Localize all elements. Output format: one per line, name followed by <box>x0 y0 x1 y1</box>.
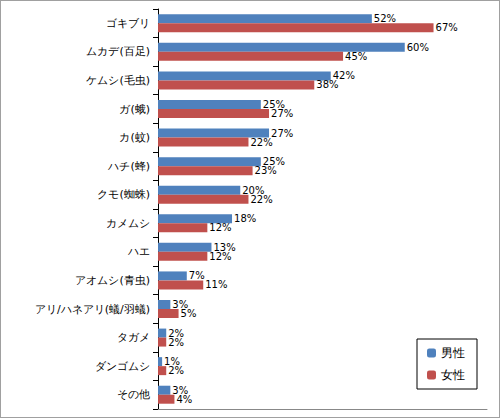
svg-text:23%: 23% <box>255 165 277 176</box>
svg-text:11%: 11% <box>205 279 227 290</box>
svg-text:クモ(蜘蛛): クモ(蜘蛛) <box>97 188 150 201</box>
svg-text:3%: 3% <box>172 384 189 396</box>
svg-text:ハエ: ハエ <box>127 245 150 258</box>
svg-text:12%: 12% <box>209 251 231 262</box>
svg-text:3%: 3% <box>172 299 189 310</box>
svg-text:45%: 45% <box>345 51 367 62</box>
svg-text:アリ/ハネアリ(蟻/羽蟻): アリ/ハネアリ(蟻/羽蟻) <box>35 303 150 316</box>
svg-text:25%: 25% <box>262 99 285 110</box>
svg-text:22%: 22% <box>250 137 272 148</box>
svg-text:2%: 2% <box>168 327 185 339</box>
svg-text:18%: 18% <box>234 213 256 224</box>
svg-text:67%: 67% <box>436 22 458 33</box>
svg-text:60%: 60% <box>407 42 429 53</box>
svg-text:38%: 38% <box>316 79 338 90</box>
svg-text:20%: 20% <box>242 184 265 196</box>
svg-text:27%: 27% <box>271 128 293 139</box>
svg-text:その他: その他 <box>117 388 150 401</box>
svg-text:ゴキブリ: ゴキブリ <box>106 17 150 30</box>
svg-text:1%: 1% <box>164 356 180 368</box>
svg-text:ケムシ(毛虫): ケムシ(毛虫) <box>86 74 150 87</box>
svg-text:27%: 27% <box>271 108 293 119</box>
svg-text:42%: 42% <box>332 70 355 82</box>
svg-text:7%: 7% <box>189 270 205 281</box>
svg-text:ムカデ(百足): ムカデ(百足) <box>86 45 150 58</box>
svg-text:22%: 22% <box>250 194 272 205</box>
svg-text:2%: 2% <box>168 365 184 376</box>
svg-text:5%: 5% <box>181 308 197 319</box>
svg-text:アオムシ(青虫): アオムシ(青虫) <box>75 274 150 287</box>
svg-text:25%: 25% <box>262 156 285 168</box>
svg-text:カ(蚊): カ(蚊) <box>119 131 150 144</box>
svg-text:4%: 4% <box>176 394 192 405</box>
svg-text:ガ(蛾): ガ(蛾) <box>119 103 150 116</box>
svg-text:タガメ: タガメ <box>117 331 150 344</box>
svg-text:ハチ(蜂): ハチ(蜂) <box>107 160 150 173</box>
svg-text:12%: 12% <box>209 222 231 233</box>
svg-text:52%: 52% <box>374 13 396 24</box>
svg-text:女性: 女性 <box>441 368 465 382</box>
svg-text:男性: 男性 <box>441 346 465 360</box>
svg-text:ダンゴムシ: ダンゴムシ <box>95 360 150 373</box>
svg-text:13%: 13% <box>213 241 236 253</box>
svg-text:カメムシ: カメムシ <box>106 217 150 230</box>
svg-text:2%: 2% <box>168 337 184 348</box>
